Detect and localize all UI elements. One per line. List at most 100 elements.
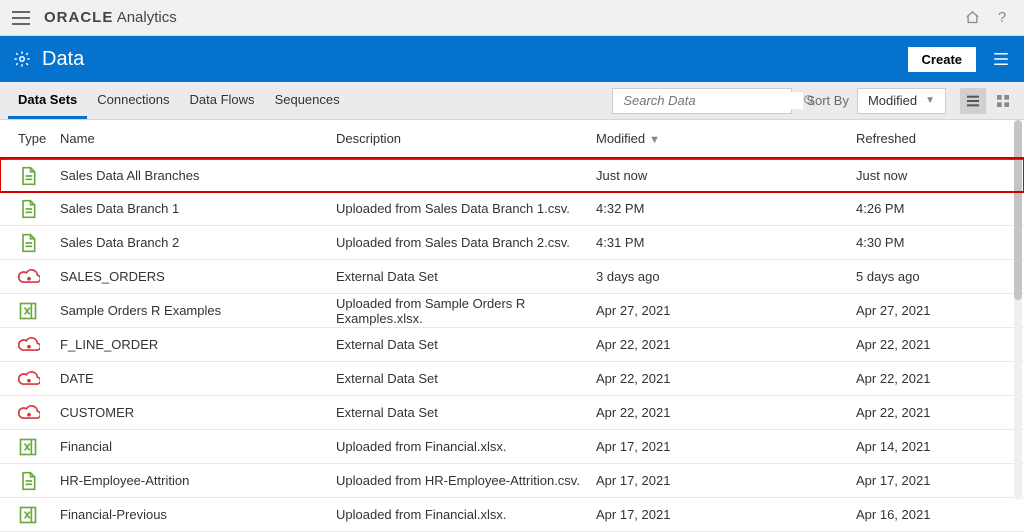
cloud-red-icon: [4, 336, 60, 354]
sortby-select[interactable]: Modified ▼: [857, 88, 946, 114]
cloud-red-icon: [4, 268, 60, 286]
cell-refreshed: Apr 27, 2021: [856, 303, 1020, 318]
data-table: Type Name Description Modified▼ Refreshe…: [0, 120, 1024, 532]
cell-name: Sales Data Branch 1: [60, 201, 336, 216]
scrollbar-thumb[interactable]: [1014, 120, 1022, 300]
cell-modified: Apr 17, 2021: [596, 473, 856, 488]
top-bar: ORACLE Analytics ?: [0, 0, 1024, 36]
cell-refreshed: Apr 22, 2021: [856, 405, 1020, 420]
cell-refreshed: Apr 17, 2021: [856, 473, 1020, 488]
search-input-wrap[interactable]: [612, 88, 792, 114]
table-row[interactable]: Sales Data Branch 2Uploaded from Sales D…: [0, 226, 1024, 260]
cell-modified: Just now: [596, 168, 856, 183]
list-view-button[interactable]: [960, 88, 986, 114]
cell-refreshed: Apr 22, 2021: [856, 371, 1020, 386]
cell-refreshed: Apr 16, 2021: [856, 507, 1020, 522]
cell-modified: Apr 22, 2021: [596, 337, 856, 352]
col-header-type[interactable]: Type: [4, 131, 60, 146]
cell-description: Uploaded from Financial.xlsx.: [336, 507, 596, 522]
cell-modified: 3 days ago: [596, 269, 856, 284]
tab-bar: Data SetsConnectionsData FlowsSequences …: [0, 82, 1024, 120]
col-header-desc[interactable]: Description: [336, 131, 596, 146]
cell-name: HR-Employee-Attrition: [60, 473, 336, 488]
tab-connections[interactable]: Connections: [87, 82, 179, 119]
cell-name: Financial: [60, 439, 336, 454]
menu-icon[interactable]: [12, 11, 30, 25]
page-title: Data: [42, 48, 84, 71]
doc-green-icon: [4, 233, 60, 253]
cell-description: External Data Set: [336, 371, 596, 386]
cloud-red-icon: [4, 404, 60, 422]
page-menu-icon[interactable]: [990, 48, 1012, 70]
cell-modified: Apr 17, 2021: [596, 439, 856, 454]
home-icon[interactable]: [962, 8, 982, 28]
xls-green-icon: [4, 301, 60, 321]
view-toggle: [960, 88, 1016, 114]
cell-description: Uploaded from Sample Orders R Examples.x…: [336, 296, 596, 326]
cell-description: External Data Set: [336, 405, 596, 420]
doc-green-icon: [4, 199, 60, 219]
brand-label: ORACLE Analytics: [44, 9, 177, 26]
tab-data-sets[interactable]: Data Sets: [8, 82, 87, 119]
cell-refreshed: Apr 22, 2021: [856, 337, 1020, 352]
cell-name: Sales Data All Branches: [60, 168, 336, 183]
cell-modified: 4:32 PM: [596, 201, 856, 216]
cell-modified: Apr 22, 2021: [596, 405, 856, 420]
col-header-modified[interactable]: Modified▼: [596, 131, 856, 146]
table-row[interactable]: F_LINE_ORDERExternal Data SetApr 22, 202…: [0, 328, 1024, 362]
cell-name: SALES_ORDERS: [60, 269, 336, 284]
col-header-refreshed[interactable]: Refreshed: [856, 131, 1020, 146]
table-row[interactable]: Financial-PreviousUploaded from Financia…: [0, 498, 1024, 532]
cell-name: Sample Orders R Examples: [60, 303, 336, 318]
col-header-name[interactable]: Name: [60, 131, 336, 146]
cell-description: Uploaded from Sales Data Branch 1.csv.: [336, 201, 596, 216]
xls-green-icon: [4, 505, 60, 525]
cell-description: External Data Set: [336, 269, 596, 284]
sortby-value: Modified: [868, 93, 917, 108]
brand-bold: ORACLE: [44, 9, 113, 26]
table-row[interactable]: CUSTOMERExternal Data SetApr 22, 2021Apr…: [0, 396, 1024, 430]
table-row[interactable]: HR-Employee-AttritionUploaded from HR-Em…: [0, 464, 1024, 498]
cell-name: F_LINE_ORDER: [60, 337, 336, 352]
table-row[interactable]: DATEExternal Data SetApr 22, 2021Apr 22,…: [0, 362, 1024, 396]
cell-name: Sales Data Branch 2: [60, 235, 336, 250]
tab-data-flows[interactable]: Data Flows: [180, 82, 265, 119]
cell-refreshed: Just now: [856, 168, 1020, 183]
cell-description: External Data Set: [336, 337, 596, 352]
cell-description: Uploaded from Sales Data Branch 2.csv.: [336, 235, 596, 250]
cell-refreshed: 4:30 PM: [856, 235, 1020, 250]
cell-refreshed: 4:26 PM: [856, 201, 1020, 216]
cell-name: DATE: [60, 371, 336, 386]
cell-description: Uploaded from HR-Employee-Attrition.csv.: [336, 473, 596, 488]
search-input[interactable]: [621, 92, 803, 109]
cell-description: Uploaded from Financial.xlsx.: [336, 439, 596, 454]
sort-desc-icon: ▼: [649, 134, 660, 146]
cell-modified: Apr 17, 2021: [596, 507, 856, 522]
doc-green-icon: [4, 166, 60, 186]
help-icon[interactable]: ?: [992, 8, 1012, 28]
cell-refreshed: Apr 14, 2021: [856, 439, 1020, 454]
cell-name: Financial-Previous: [60, 507, 336, 522]
table-header: Type Name Description Modified▼ Refreshe…: [0, 120, 1024, 158]
cloud-red-icon: [4, 370, 60, 388]
table-row[interactable]: Sales Data Branch 1Uploaded from Sales D…: [0, 192, 1024, 226]
table-row[interactable]: Sales Data All Branches Just nowJust now: [0, 158, 1024, 192]
brand-light: Analytics: [117, 9, 177, 26]
cell-modified: 4:31 PM: [596, 235, 856, 250]
gear-icon: [12, 49, 32, 69]
xls-green-icon: [4, 437, 60, 457]
doc-green-icon: [4, 471, 60, 491]
table-row[interactable]: SALES_ORDERSExternal Data Set3 days ago5…: [0, 260, 1024, 294]
page-header: Data Create: [0, 36, 1024, 82]
chevron-down-icon: ▼: [925, 95, 935, 106]
table-row[interactable]: Sample Orders R ExamplesUploaded from Sa…: [0, 294, 1024, 328]
create-button[interactable]: Create: [908, 47, 976, 72]
cell-refreshed: 5 days ago: [856, 269, 1020, 284]
tab-sequences[interactable]: Sequences: [265, 82, 350, 119]
table-row[interactable]: FinancialUploaded from Financial.xlsx.Ap…: [0, 430, 1024, 464]
grid-view-button[interactable]: [990, 88, 1016, 114]
cell-name: CUSTOMER: [60, 405, 336, 420]
cell-modified: Apr 27, 2021: [596, 303, 856, 318]
sortby-label: Sort By: [806, 93, 849, 108]
cell-modified: Apr 22, 2021: [596, 371, 856, 386]
